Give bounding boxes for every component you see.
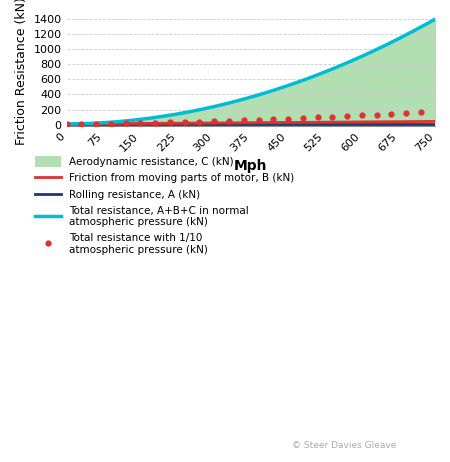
Text: © Steer Davies Gleave: © Steer Davies Gleave <box>292 441 396 450</box>
Y-axis label: Friction Resistance (kN): Friction Resistance (kN) <box>15 0 28 145</box>
X-axis label: Mph: Mph <box>234 159 267 173</box>
Legend: Aerodynamic resistance, C (kN), Friction from moving parts of motor, B (kN), Rol: Aerodynamic resistance, C (kN), Friction… <box>35 156 295 255</box>
